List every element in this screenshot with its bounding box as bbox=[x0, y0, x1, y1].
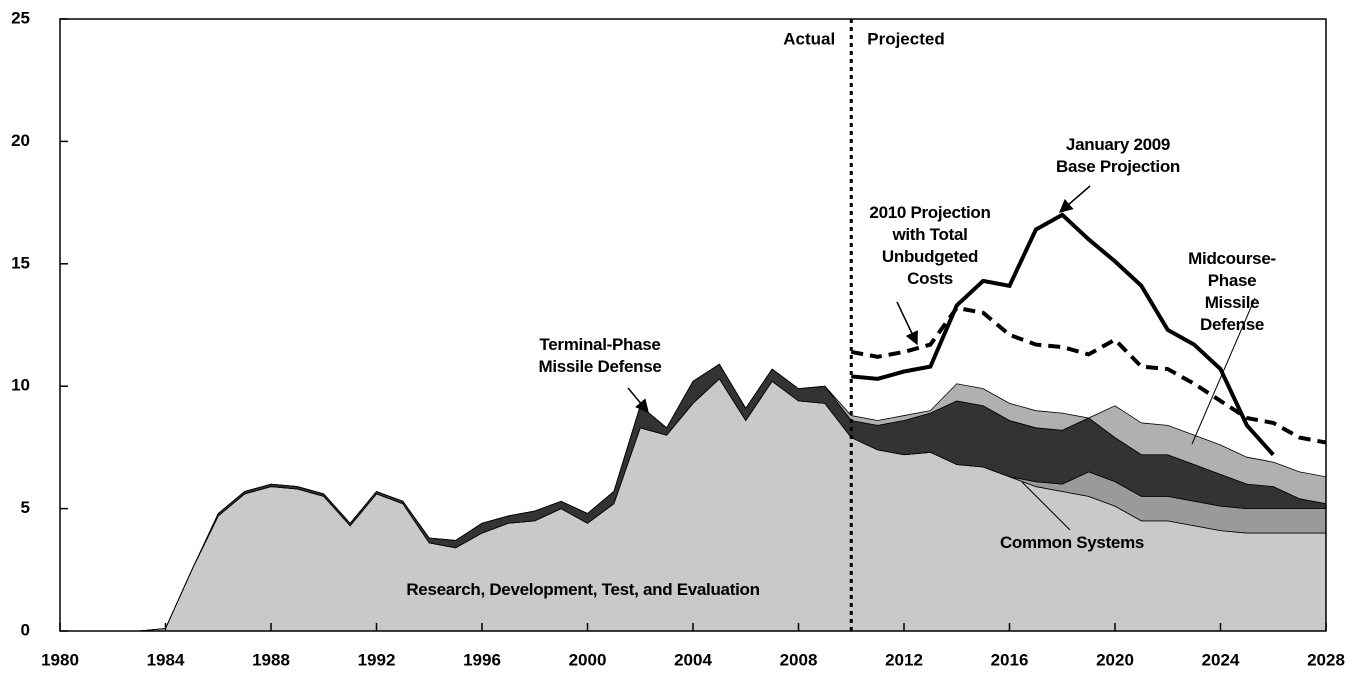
series-label: 2010 Projection with Total Unbudgeted Co… bbox=[869, 203, 991, 288]
series-label: January 2009 Base Projection bbox=[1056, 135, 1180, 176]
arrow bbox=[896, 301, 918, 346]
series-label: Common Systems bbox=[999, 533, 1145, 552]
series-label: Terminal-Phase Missile Defense bbox=[538, 335, 662, 376]
x-tick-label: 2028 bbox=[1307, 650, 1345, 669]
x-tick-label: 1988 bbox=[252, 650, 290, 669]
x-tick-label: 2016 bbox=[991, 650, 1029, 669]
arrow bbox=[627, 387, 649, 414]
y-tick-label: 5 bbox=[21, 498, 30, 517]
leader-line bbox=[1191, 297, 1256, 445]
x-tick-label: 2004 bbox=[674, 650, 712, 669]
line bbox=[851, 212, 1275, 457]
series-label: Midcourse-Phase Missile Defense bbox=[1188, 249, 1276, 334]
y-tick-label: 0 bbox=[21, 620, 30, 639]
y-tick-label: 20 bbox=[11, 131, 30, 150]
leader-line bbox=[1021, 481, 1071, 531]
x-tick-label: 2024 bbox=[1202, 650, 1240, 669]
x-tick-label: 1980 bbox=[41, 650, 79, 669]
x-tick-label: 2008 bbox=[780, 650, 818, 669]
arrow bbox=[1058, 185, 1091, 213]
x-tick-label: 1992 bbox=[358, 650, 396, 669]
y-tick-label: 10 bbox=[11, 376, 30, 395]
y-tick-label: 15 bbox=[11, 253, 30, 272]
x-tick-label: 2000 bbox=[569, 650, 607, 669]
x-tick-label: 2012 bbox=[885, 650, 923, 669]
divider-label: Actual bbox=[783, 29, 835, 48]
y-tick-label: 25 bbox=[11, 8, 30, 27]
x-tick-label: 1984 bbox=[147, 650, 185, 669]
x-tick-label: 1996 bbox=[463, 650, 501, 669]
line bbox=[850, 305, 1327, 445]
divider-label: Projected bbox=[867, 29, 944, 48]
series-label: Research, Development, Test, and Evaluat… bbox=[406, 580, 760, 599]
x-tick-label: 2020 bbox=[1096, 650, 1134, 669]
